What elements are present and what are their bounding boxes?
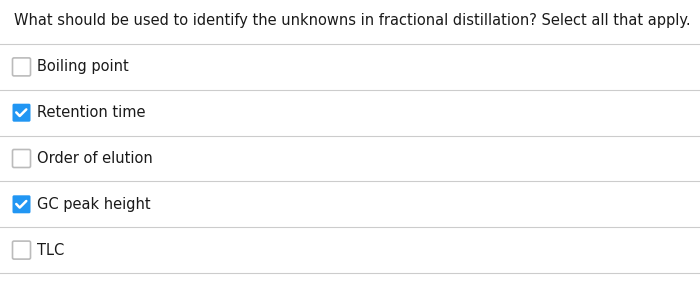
Text: Order of elution: Order of elution [37, 151, 153, 166]
FancyBboxPatch shape [13, 104, 31, 122]
Text: TLC: TLC [37, 243, 64, 258]
Text: What should be used to identify the unknowns in fractional distillation? Select : What should be used to identify the unkn… [14, 13, 691, 28]
Text: Retention time: Retention time [37, 105, 146, 120]
Text: GC peak height: GC peak height [37, 197, 150, 212]
Text: Boiling point: Boiling point [37, 59, 129, 74]
FancyBboxPatch shape [13, 58, 31, 76]
FancyBboxPatch shape [13, 149, 31, 167]
FancyBboxPatch shape [13, 195, 31, 213]
FancyBboxPatch shape [13, 241, 31, 259]
